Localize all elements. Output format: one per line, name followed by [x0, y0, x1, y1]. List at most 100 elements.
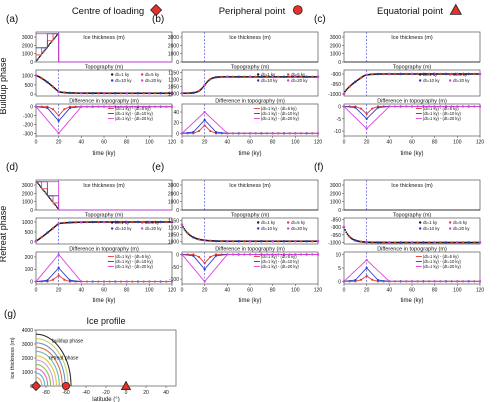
topo-point [376, 72, 380, 76]
legend-label: dt=10 ky [261, 78, 278, 83]
xtick-label: 60 [247, 140, 253, 146]
legend-label: (dt=1 ky) - (dt=5 ky) [261, 254, 297, 259]
topo-point [265, 240, 269, 243]
xtick-label: 40 [163, 390, 169, 396]
topo-point [316, 240, 320, 243]
legend-marker [448, 227, 452, 230]
legend-label: (dt=1 ky) - (dt=10 ky) [115, 111, 154, 116]
legend-label: dt=5 ky [291, 72, 306, 77]
topo-subplot-title: Topography (m) [85, 213, 124, 219]
topo-point [294, 240, 297, 243]
diff-point [63, 278, 66, 281]
diff-point [170, 105, 174, 108]
topo-subplot-title: Topography (m) [393, 65, 432, 71]
topo-axes [343, 69, 481, 97]
diff-point [294, 132, 297, 135]
ice-ytick-label: 0 [176, 60, 179, 66]
ice-profile-arc [35, 368, 49, 387]
xtick-label: 20 [364, 288, 370, 294]
ice-ytick-label: 2000 [22, 43, 33, 49]
diff-ytick-label: 100 [25, 267, 34, 273]
ice-ytick-label: 3000 [168, 35, 179, 41]
topo-point [299, 75, 303, 79]
topo-point-dt1 [206, 81, 208, 84]
topo-ytick-label: 1050 [168, 232, 179, 238]
diff-point [80, 105, 83, 108]
xtick-label: 20 [56, 288, 62, 294]
topo-point [97, 220, 100, 224]
xtick-label: 100 [291, 288, 300, 294]
diff-point [57, 132, 60, 135]
topo-point-dt1 [201, 86, 204, 89]
diff-point [203, 118, 206, 122]
legend-label: dt=10 ky [115, 226, 132, 231]
panel-letter: (g) [4, 309, 16, 320]
topo-ytick-label: 1050 [168, 84, 179, 90]
diff-point [80, 280, 83, 283]
ice-ytick-label: 2000 [22, 191, 33, 197]
ice-ytick-label: 3000 [330, 35, 341, 41]
diff-point [365, 127, 368, 130]
row-label: Retreat phase [0, 206, 8, 263]
diff-point [478, 280, 482, 283]
diff-point [51, 278, 55, 281]
legend-label: (dt=1 ky) - (dt=20 ky) [261, 264, 300, 269]
topo-point [165, 220, 168, 224]
topo-point [427, 241, 431, 244]
topo-axes [35, 217, 173, 245]
legend-label: dt=1 ky [115, 220, 130, 225]
topo-point-dt1 [183, 228, 186, 230]
column-marker-icon [150, 3, 163, 17]
legend-label: (dt=1 ky) - (dt=10 ky) [261, 259, 300, 264]
topo-axes [181, 217, 319, 245]
topo-axes [35, 69, 173, 97]
topo-point [365, 73, 368, 77]
topo-point [97, 92, 100, 95]
topo-point [136, 92, 140, 95]
legend-label: dt=10 ky [423, 226, 440, 231]
legend-label: dt=20 ky [453, 226, 470, 231]
legend-label: dt=10 ky [261, 226, 278, 231]
diff-point [271, 253, 274, 256]
diff-point [214, 254, 218, 257]
topo-ytick-label: 0 [30, 240, 33, 246]
legend-label: dt=1 ky [115, 72, 130, 77]
legend-marker [140, 73, 144, 76]
ice-ytick-label: 0 [30, 60, 33, 66]
topo-point [410, 241, 414, 244]
ytick-label: 0 [30, 384, 33, 390]
xtick-label: 0 [35, 140, 38, 146]
topo-point-dt1 [182, 226, 185, 228]
diff-point [214, 131, 218, 134]
topo-point [393, 72, 397, 76]
diff-point [294, 253, 297, 256]
diff-point [376, 279, 380, 282]
topo-point [282, 75, 286, 79]
legend-label: (dt=1 ky) - (dt=20 ky) [115, 264, 154, 269]
xtick-label: 100 [453, 288, 462, 294]
diff-point [371, 278, 374, 281]
topo-point [288, 75, 291, 79]
topo-point [209, 239, 212, 243]
legend-label: dt=5 ky [453, 220, 468, 225]
legend-label: dt=20 ky [291, 226, 308, 231]
topo-ytick-label: 1150 [168, 219, 179, 225]
xtick-label: 0 [181, 140, 184, 146]
diff-point [68, 279, 72, 282]
legend-label: (dt=1 ky) - (dt=20 ky) [115, 116, 154, 121]
topo-point [473, 72, 476, 76]
annotation-label: buildup phase [52, 339, 83, 345]
legend-label: dt=5 ky [145, 72, 160, 77]
topo-point [119, 220, 123, 224]
diff-point [102, 105, 106, 108]
topo-point [439, 241, 442, 244]
topo-point [125, 220, 128, 224]
topo-point [422, 72, 425, 76]
topo-point [220, 239, 223, 243]
diff-point [365, 274, 368, 278]
topo-ytick-label: 1100 [168, 78, 179, 84]
topo-point [382, 241, 385, 244]
ice-ytick-label: 1000 [168, 52, 179, 58]
diff-point [359, 107, 363, 110]
topo-point [186, 91, 189, 95]
